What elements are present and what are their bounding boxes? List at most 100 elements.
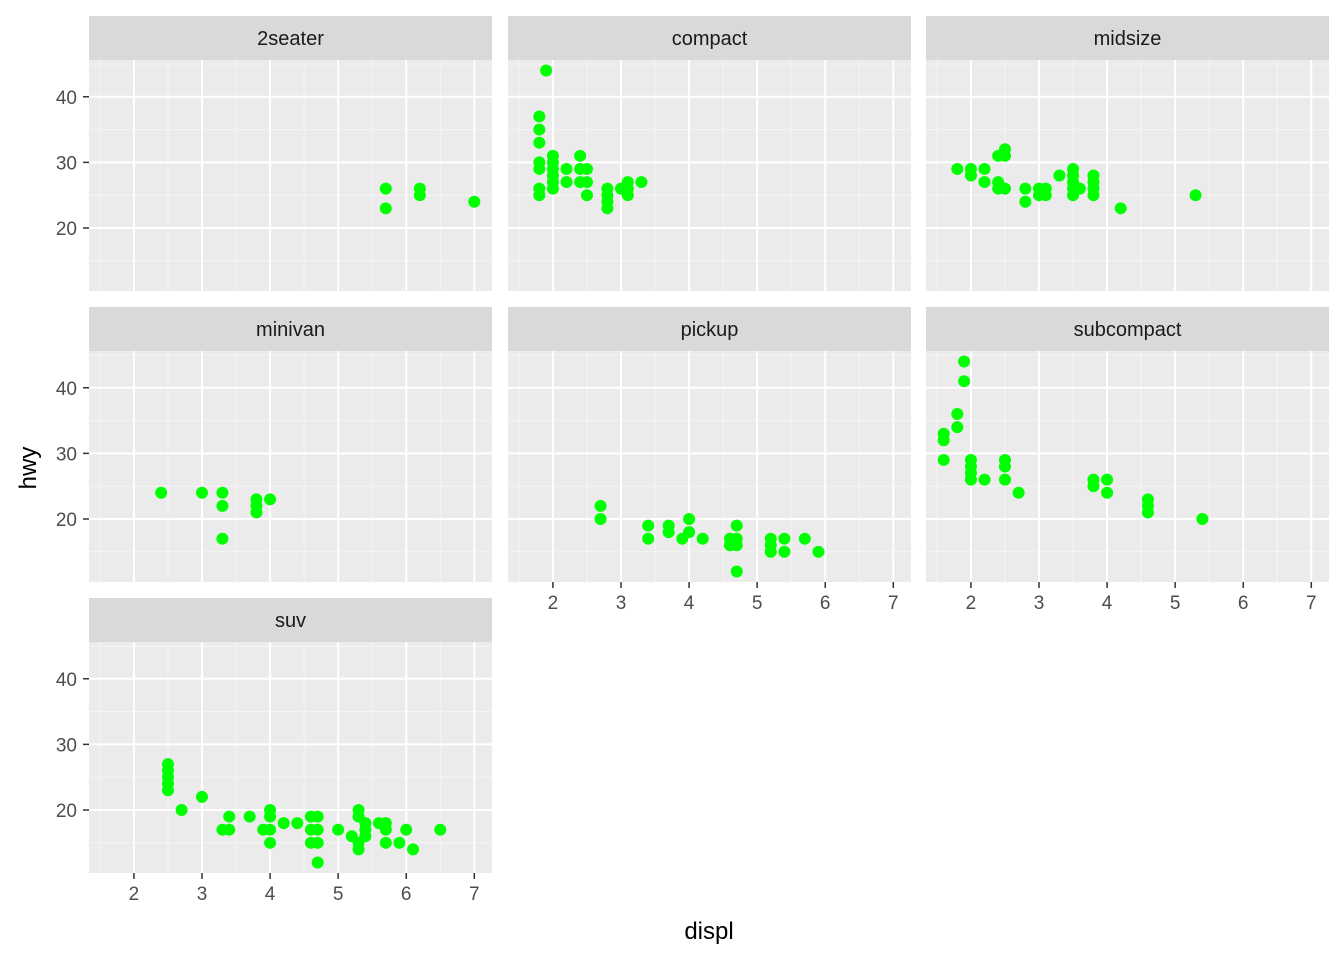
data-point [1073, 182, 1086, 195]
panel-background [89, 60, 492, 291]
data-point [533, 110, 546, 123]
data-point [533, 189, 546, 202]
data-point [311, 823, 324, 836]
y-tick-label: 20 [56, 801, 77, 822]
data-point [978, 473, 991, 486]
facet-strip [89, 598, 492, 642]
data-point [1019, 182, 1032, 195]
x-tick-label: 5 [752, 593, 763, 614]
data-point [1101, 486, 1114, 499]
data-point [264, 836, 277, 849]
x-tick-label: 7 [888, 593, 899, 614]
data-point [696, 532, 709, 545]
data-point [379, 823, 392, 836]
data-point [311, 810, 324, 823]
data-point [434, 823, 447, 836]
y-tick-label: 20 [56, 510, 77, 531]
data-point [958, 355, 971, 368]
data-point [635, 176, 648, 189]
x-tick-label: 4 [265, 884, 276, 905]
facet-strip [926, 307, 1329, 351]
data-point [264, 810, 277, 823]
data-point [812, 545, 825, 558]
data-point [311, 836, 324, 849]
data-point [642, 532, 655, 545]
y-tick-label: 30 [56, 444, 77, 465]
facet-strip [89, 16, 492, 60]
data-point [1039, 189, 1052, 202]
data-point [764, 545, 777, 558]
x-tick-label: 2 [548, 593, 559, 614]
y-tick-label: 40 [56, 88, 77, 109]
data-point [621, 189, 634, 202]
y-tick-label: 40 [56, 670, 77, 691]
facet-panels: 2seater 20 30 40 compact midsize minivan 20 30 40… [56, 16, 1329, 905]
x-tick-label: 7 [1306, 593, 1317, 614]
facet-panel-compact: compact [508, 16, 911, 291]
data-point [580, 189, 593, 202]
x-tick-label: 2 [966, 593, 977, 614]
data-point [1189, 189, 1202, 202]
data-point [223, 823, 236, 836]
facet-panel-pickup: pickup 2 3 4 5 6 7 [508, 307, 911, 614]
x-tick-label: 4 [684, 593, 695, 614]
panel-background [89, 642, 492, 873]
data-point [196, 790, 209, 803]
data-point [642, 519, 655, 532]
data-point [546, 182, 559, 195]
data-point [216, 486, 229, 499]
data-point [683, 526, 696, 539]
data-point [379, 182, 392, 195]
data-point [332, 823, 345, 836]
data-point [730, 519, 743, 532]
data-point [560, 162, 573, 175]
y-tick-label: 30 [56, 735, 77, 756]
data-point [407, 843, 420, 856]
facet-strip [508, 307, 911, 351]
x-tick-label: 3 [197, 884, 208, 905]
data-point [998, 182, 1011, 195]
panel-background [926, 60, 1329, 291]
data-point [352, 843, 365, 856]
y-tick-label: 30 [56, 153, 77, 174]
x-tick-label: 3 [1034, 593, 1045, 614]
data-point [730, 539, 743, 552]
data-point [223, 810, 236, 823]
facet-strip-label: pickup [681, 319, 739, 341]
data-point [580, 176, 593, 189]
data-point [175, 804, 188, 816]
data-point [533, 162, 546, 175]
data-point [1114, 202, 1127, 215]
data-point [379, 202, 392, 215]
data-point [798, 532, 811, 545]
data-point [196, 486, 209, 499]
data-point [998, 473, 1011, 486]
data-point [937, 453, 950, 466]
data-point [1087, 189, 1100, 202]
data-point [978, 176, 991, 189]
y-tick-label: 20 [56, 219, 77, 240]
data-point [730, 565, 743, 578]
data-point [580, 162, 593, 175]
data-point [250, 506, 263, 519]
panel-background [508, 60, 911, 291]
data-point [1087, 480, 1100, 493]
x-tick-label: 2 [129, 884, 140, 905]
data-point [468, 195, 481, 208]
x-tick-label: 6 [1238, 593, 1249, 614]
data-point [393, 836, 406, 849]
panel-background [89, 351, 492, 582]
x-tick-label: 6 [820, 593, 831, 614]
facet-strip-label: compact [672, 28, 748, 50]
facet-strip-label: midsize [1094, 28, 1162, 50]
data-point [1012, 486, 1025, 499]
data-point [601, 202, 614, 215]
y-tick-label: 40 [56, 379, 77, 400]
panel-background [926, 351, 1329, 582]
data-point [958, 375, 971, 388]
x-tick-label: 4 [1102, 593, 1113, 614]
facet-panel-suv: suv 20 30 40 2 3 4 5 6 7 [56, 598, 492, 905]
data-point [277, 817, 290, 830]
facet-strip [89, 307, 492, 351]
